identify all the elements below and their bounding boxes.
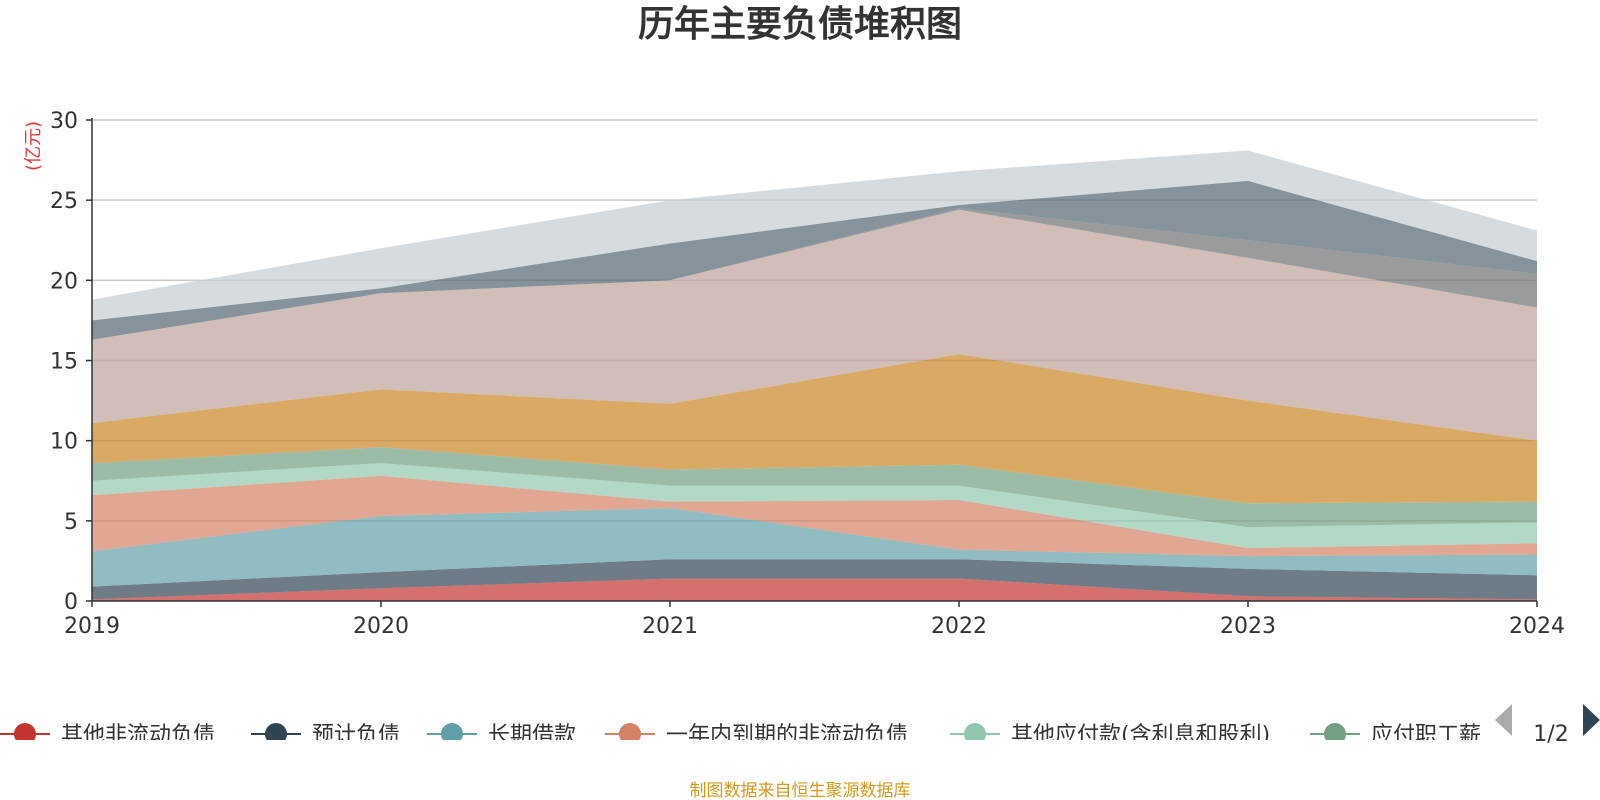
legend-item[interactable]: 长期借款 bbox=[427, 723, 576, 748]
y-tick-label: 25 bbox=[50, 189, 78, 214]
area-series bbox=[92, 150, 1537, 601]
area-series-9[interactable] bbox=[92, 180, 1537, 340]
legend-item[interactable]: 一年内到期的非流动负债 bbox=[605, 723, 908, 748]
legend-marker bbox=[1324, 723, 1346, 740]
area-series-7[interactable] bbox=[92, 209, 1537, 441]
y-tick-label: 10 bbox=[50, 430, 78, 455]
x-tick-label: 2024 bbox=[1509, 614, 1565, 639]
legend-label: 一年内到期的非流动负债 bbox=[666, 723, 908, 748]
source-note: 制图数据来自恒生聚源数据库 bbox=[690, 781, 911, 800]
legend-label: 应付职工薪酬 bbox=[1371, 723, 1503, 748]
legend-next-icon[interactable] bbox=[1583, 704, 1600, 736]
area-series-4[interactable] bbox=[92, 463, 1537, 549]
chart-title: 历年主要负债堆积图 bbox=[638, 4, 962, 45]
legend-marker bbox=[441, 723, 463, 740]
legend-label: 其他应付款(含利息和股利) bbox=[1011, 723, 1270, 748]
y-unit-label: (亿元) bbox=[23, 121, 44, 171]
y-axis-ticks: 0 5 10 15 20 25 30 bbox=[50, 109, 92, 615]
x-axis-ticks: 2019 2020 2021 2022 2023 2024 bbox=[64, 601, 1565, 639]
y-tick-label: 5 bbox=[64, 510, 78, 535]
y-tick-label: 20 bbox=[50, 269, 78, 294]
legend-item[interactable]: 预计负债 bbox=[251, 723, 400, 748]
area-series-0[interactable] bbox=[92, 578, 1537, 601]
area-series-2[interactable] bbox=[92, 508, 1537, 587]
legend-marker bbox=[14, 723, 36, 740]
x-tick-label: 2023 bbox=[1220, 614, 1276, 639]
legend-item[interactable]: 其他应付款(含利息和股利) bbox=[950, 723, 1270, 748]
x-tick-label: 2020 bbox=[353, 614, 409, 639]
legend-label: 长期借款 bbox=[488, 723, 576, 748]
legend-item[interactable]: 应付职工薪酬 bbox=[1310, 723, 1503, 748]
legend-pager: 1/2 bbox=[1495, 704, 1600, 747]
y-tick-label: 15 bbox=[50, 350, 78, 375]
area-series-3[interactable] bbox=[92, 475, 1537, 557]
area-series-10[interactable] bbox=[92, 150, 1537, 321]
legend-page-indicator: 1/2 bbox=[1533, 722, 1568, 747]
legend-label: 其他非流动负债 bbox=[61, 723, 215, 748]
legend-prev-icon[interactable] bbox=[1495, 704, 1512, 736]
x-tick-label: 2021 bbox=[642, 614, 698, 639]
legend: 其他非流动负债 预计负债 长期借款 一年内到期的非流动负债 其他应付款(含利息和股利) 应… bbox=[0, 723, 1503, 748]
x-tick-label: 2022 bbox=[931, 614, 987, 639]
area-series-1[interactable] bbox=[92, 559, 1537, 600]
y-tick-label: 0 bbox=[64, 590, 78, 615]
legend-marker bbox=[265, 723, 287, 740]
legend-marker bbox=[619, 723, 641, 740]
legend-marker bbox=[964, 723, 986, 740]
y-tick-label: 30 bbox=[50, 109, 78, 134]
legend-label: 预计负债 bbox=[312, 723, 400, 748]
area-series-6[interactable] bbox=[92, 354, 1537, 504]
x-tick-label: 2019 bbox=[64, 614, 120, 639]
area-series-5[interactable] bbox=[92, 447, 1537, 528]
legend-item[interactable]: 其他非流动负债 bbox=[0, 723, 215, 748]
area-series-8[interactable] bbox=[92, 208, 1537, 340]
